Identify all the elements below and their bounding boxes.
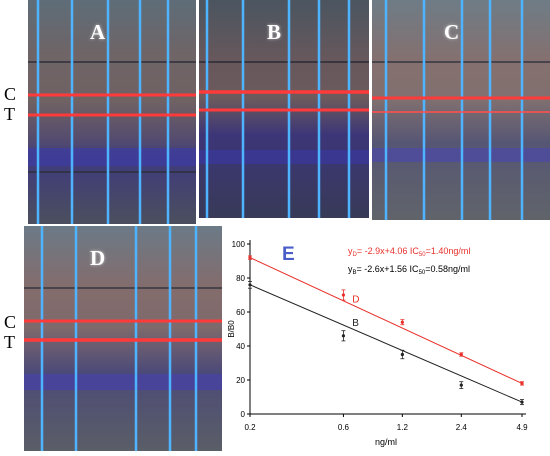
panel-label-c: C [444,20,460,44]
panel-label-d: D [90,246,106,270]
y-tick-label: 100 [232,240,246,249]
data-point-b [248,283,252,287]
strip-photo-b [199,0,369,218]
photo-panel-a: A [28,0,196,224]
strip-photo-d [24,226,222,451]
test-line-label-top: T [4,104,15,124]
fit-line-d [249,257,523,384]
panel-label-e: E [282,244,295,265]
photo-panel-b: B [199,0,369,218]
chart-svg: 0 20 40 60 80 100 0.2 0.6 1.2 2.4 4.9 ng/ml B/B0 D B E y… [227,240,528,447]
data-point-b [400,352,404,357]
data-point-b [459,383,463,387]
y-tick-label: 80 [236,274,245,283]
series-label-d: D [352,294,359,305]
panel-label-a: A [90,20,106,44]
strip-photo-c [372,0,550,220]
x-axis-label: ng/ml [375,437,397,447]
control-line-label-bottom: C [4,312,17,332]
control-line-label-top: C [4,84,17,104]
fit-line-b [249,284,523,403]
photo-panel-c: C [372,0,550,220]
y-tick-label: 0 [241,410,246,419]
x-tick-label: 1.2 [397,423,409,432]
panel-label-b: B [267,20,282,44]
x-tick-label: 0.2 [244,423,256,432]
data-point-d [520,381,524,385]
data-point-b [341,334,346,338]
data-point-d [459,352,463,357]
x-tick-label: 0.6 [338,423,350,432]
equation-d: yD= -2.9x+4.06 IC50=1.40ng/ml [348,246,470,258]
data-point-d [400,320,404,324]
test-line-label-bottom: T [4,332,15,352]
y-tick-label: 20 [236,376,245,385]
strip-photo-a [28,0,196,224]
x-tick-label: 4.9 [516,423,528,432]
y-tick-label: 40 [236,342,245,351]
equation-b: yB= -2.6x+1.56 IC50=0.58ng/ml [348,264,470,276]
data-point-d [248,256,252,260]
data-point-d [341,293,346,297]
y-axis-label: B/B0 [228,320,236,338]
x-tick-label: 2.4 [456,423,468,432]
photo-panel-d: D [24,226,222,451]
y-tick-label: 60 [236,308,245,317]
data-point-b [520,400,524,404]
series-label-b: B [352,318,359,329]
